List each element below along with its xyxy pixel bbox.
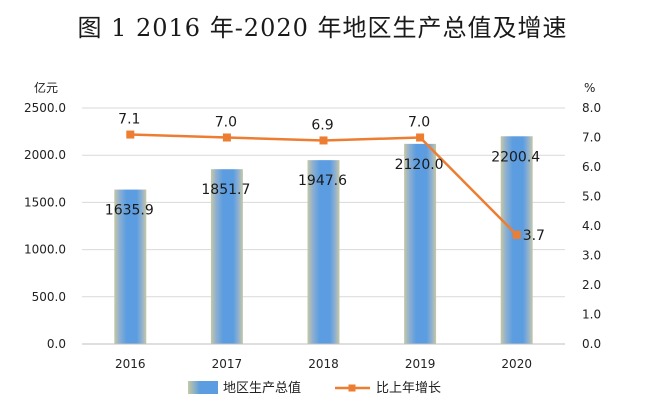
- y-right-unit: %: [584, 81, 595, 95]
- x-tick-label: 2017: [212, 357, 243, 371]
- bar-value-label: 1947.6: [298, 173, 347, 189]
- y-right-tick-label: 4.0: [582, 219, 601, 233]
- y-left-tick-label: 0.0: [47, 337, 66, 351]
- legend-label-line: 比上年增长: [376, 381, 441, 396]
- y-right-tick-label: 7.0: [582, 131, 601, 145]
- growth-value-label: 3.7: [523, 228, 545, 244]
- y-right-tick-label: 3.0: [582, 249, 601, 263]
- y-right-tick-label: 6.0: [582, 160, 601, 174]
- legend-label-bar: 地区生产总值: [223, 380, 301, 396]
- y-left-tick-label: 500.0: [32, 290, 66, 304]
- bar: [500, 136, 533, 344]
- y-right-tick-label: 5.0: [582, 190, 601, 204]
- y-left-tick-label: 1000.0: [24, 243, 66, 257]
- legend-swatch-bar: [188, 381, 218, 394]
- x-tick-label: 2018: [308, 357, 339, 371]
- y-left-tick-label: 2000.0: [24, 148, 66, 162]
- bar-value-label: 1635.9: [105, 203, 154, 219]
- growth-point: [222, 133, 231, 142]
- y-left-tick-label: 1500.0: [24, 195, 66, 209]
- x-tick-label: 2019: [405, 357, 436, 371]
- y-right-tick-label: 0.0: [582, 337, 601, 351]
- y-right-tick-label: 8.0: [582, 101, 601, 115]
- y-right-tick-label: 2.0: [582, 278, 601, 292]
- y-left-tick-label: 2500.0: [24, 101, 66, 115]
- growth-value-label: 7.0: [215, 115, 237, 131]
- bar: [210, 169, 243, 344]
- bar: [114, 189, 147, 344]
- bar-value-label: 2120.0: [395, 157, 444, 173]
- bar-value-label: 2200.4: [491, 149, 540, 165]
- growth-value-label: 7.1: [118, 112, 140, 128]
- bar: [307, 160, 340, 344]
- growth-point: [512, 230, 521, 239]
- bar-value-label: 1851.7: [201, 182, 250, 198]
- data-labels: 1635.9 1851.7 1947.6 2120.0 2200.4 7.1 7.0 6.9 7…: [105, 112, 545, 244]
- legend-swatch-marker: [348, 384, 356, 392]
- growth-point: [319, 136, 328, 145]
- growth-value-label: 6.9: [311, 117, 333, 133]
- legend: 地区生产总值 比上年增长: [188, 380, 441, 396]
- axes: 0.0 500.0 1000.0 1500.0 2000.0 2500.0 0.0 1.0 2.…: [24, 80, 601, 371]
- growth-value-label: 7.0: [408, 115, 430, 131]
- bars: [114, 136, 533, 344]
- growth-line: [126, 130, 521, 239]
- x-tick-label: 2020: [501, 357, 532, 371]
- growth-point: [126, 130, 135, 139]
- bar: [404, 143, 437, 344]
- chart-title: 图 1 2016 年-2020 年地区生产总值及增速: [77, 14, 568, 42]
- y-right-tick-label: 1.0: [582, 308, 601, 322]
- x-tick-label: 2016: [115, 357, 146, 371]
- growth-point: [416, 133, 425, 142]
- y-left-unit: 亿元: [34, 80, 58, 95]
